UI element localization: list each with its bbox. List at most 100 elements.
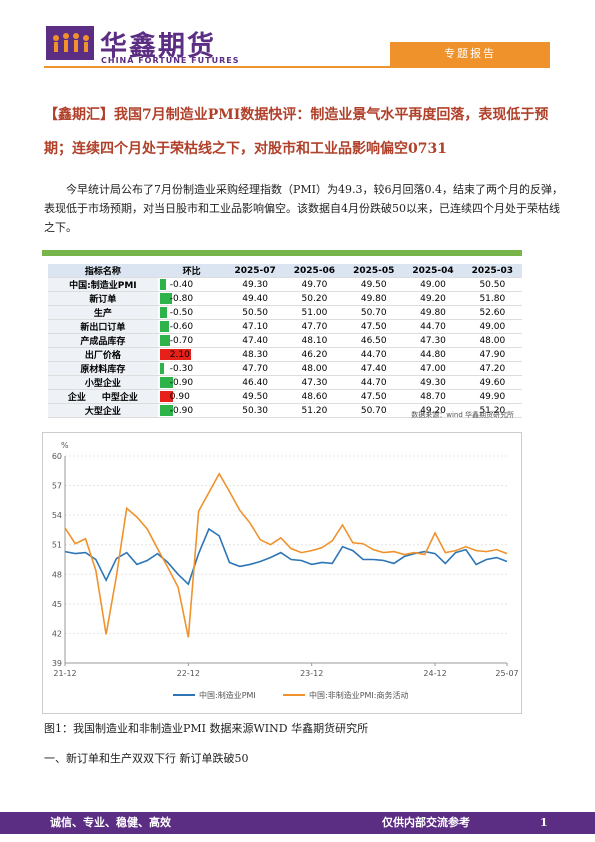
header-cell: 2025-06 [284,264,345,278]
value-cell: 47.50 [344,389,404,404]
value-cell: 47.90 [462,347,522,362]
row-name: 生产 [93,309,112,319]
value-cell: 46.20 [284,347,345,362]
group-label: 企业 [67,393,86,403]
value-cell: 50.70 [344,305,404,320]
change-value: 0.90 [169,391,190,402]
y-tick-label: 45 [52,600,62,609]
y-tick-label: 42 [52,629,62,638]
value-cell: 47.70 [284,319,345,334]
header-row: 指标名称 环比 2025-07 2025-06 2025-05 2025-04 2025-0… [48,264,522,278]
table-panel: 指标名称 环比 2025-07 2025-06 2025-05 2025-04 2025-0… [42,250,522,422]
change-value: -0.50 [169,307,194,318]
value-cell: 49.70 [284,277,345,292]
change-cell: -0.70 [157,333,226,348]
value-cell: 46.50 [344,333,404,348]
value-cell: 48.30 [225,347,285,362]
value-cell: 47.30 [403,333,463,348]
x-tick-label: 24-12 [423,669,446,678]
paragraph: 今早统计局公布了7月份制造业采购经理指数（PMI）为49.3，较6月回落0.4，… [44,183,563,234]
header-cell: 2025-07 [225,264,285,278]
value-cell: 51.00 [284,305,345,320]
value-cell: 49.80 [403,305,463,320]
header-rule [44,66,550,68]
row-label: 原材料库存 [48,361,158,376]
change-bar [159,349,192,360]
row-label: 生产 [48,305,158,320]
footer-bar [0,812,595,834]
header-cell: 2025-03 [462,264,522,278]
value-cell: 47.70 [225,361,285,376]
value-cell: 49.20 [403,291,463,306]
table-row: 大型企业 -0.90 50.30 51.20 50.70 49.20 51.20 [48,403,522,418]
row-label: 大型企业 [48,403,158,418]
value-cell: 50.20 [284,291,345,306]
x-tick-label: 21-12 [53,669,76,678]
value-cell: 44.70 [344,347,404,362]
x-tick-label: 23-12 [300,669,323,678]
chart-panel: % 39 42 45 48 51 54 57 60 21-12 22-12 23-12 24-12 25-… [42,432,522,714]
header-cell: 环比 [157,264,226,278]
change-bar [159,405,174,416]
value-cell: 51.80 [462,291,522,306]
table-row: 原材料库存 -0.30 47.70 48.00 47.40 47.00 47.20 [48,361,522,376]
value-cell: 47.10 [225,319,285,334]
value-cell: 47.40 [344,361,404,376]
value-cell: 50.70 [344,403,404,418]
value-cell: 50.50 [225,305,285,320]
footer-note: 仅供内部交流参考 [382,816,470,829]
brand-en: CHINA FORTUNE FUTURES [101,56,240,65]
y-unit: % [61,441,69,450]
value-cell: 49.00 [403,277,463,292]
value-cell: 50.50 [462,277,522,292]
row-label: 新订单 [48,291,158,306]
change-value: -0.40 [169,279,194,290]
row-name: 中国:制造业PMI [69,281,137,291]
value-cell: 46.40 [225,375,285,390]
row-name: 小型企业 [84,379,121,389]
value-cell: 44.70 [403,319,463,334]
table-row: 产成品库存 -0.70 47.40 48.10 46.50 47.30 48.00 [48,333,522,348]
change-cell: -0.30 [157,361,226,376]
page-number: 1 [540,816,548,829]
table: 指标名称 环比 2025-07 2025-06 2025-05 2025-04 2025-0… [48,264,522,418]
change-cell: -0.90 [157,403,226,418]
change-bar [159,307,168,318]
value-cell: 49.20 [403,403,463,418]
value-cell: 44.80 [403,347,463,362]
footer-slogan: 诚信、专业、稳健、高效 [50,816,171,829]
change-value: -0.90 [169,377,194,388]
y-tick-label: 48 [52,570,62,579]
change-bar [159,279,166,290]
value-cell: 49.30 [403,375,463,390]
change-value: -0.70 [169,335,194,346]
change-value: -0.90 [169,405,194,416]
row-name: 出厂价格 [84,351,121,361]
value-cell: 47.40 [225,333,285,348]
value-cell: 52.60 [462,305,522,320]
change-cell: 2.10 [157,347,226,362]
value-cell: 51.20 [462,403,522,418]
value-cell: 47.20 [462,361,522,376]
value-cell: 47.00 [403,361,463,376]
value-cell: 48.70 [403,389,463,404]
value-cell: 48.00 [462,333,522,348]
logo-icon [46,26,94,60]
change-cell: 0.90 [157,389,226,404]
row-name: 原材料库存 [80,365,126,375]
value-cell: 48.10 [284,333,345,348]
header-cell: 指标名称 [48,264,158,278]
value-cell: 49.60 [462,375,522,390]
table-row: 出厂价格 2.10 48.30 46.20 44.70 44.80 47.90 [48,347,522,362]
change-value: -0.30 [169,363,194,374]
table-row: 新订单 -0.80 49.40 50.20 49.80 49.20 51.80 [48,291,522,306]
change-bar [159,363,165,374]
row-name: 新出口订单 [80,323,126,333]
row-label: 新出口订单 [48,319,158,334]
value-cell: 47.50 [344,319,404,334]
row-name: 产成品库存 [80,337,126,347]
row-label: 产成品库存 [48,333,158,348]
change-cell: -0.60 [157,319,226,334]
change-bar [159,391,174,402]
